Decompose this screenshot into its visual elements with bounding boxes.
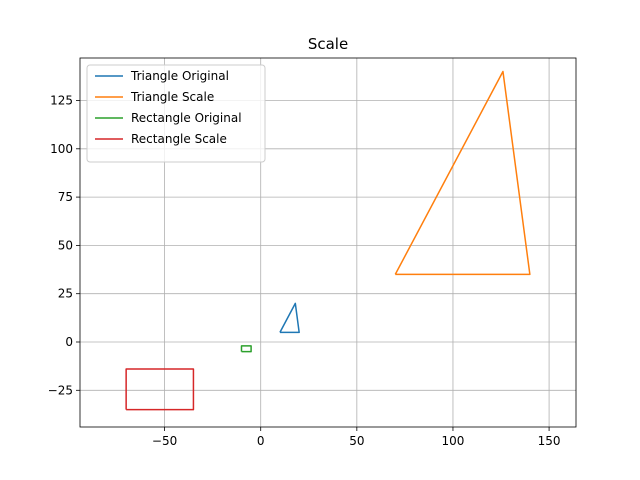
grid-layer xyxy=(80,58,576,427)
legend-label-rectangle-scale: Rectangle Scale xyxy=(131,132,227,146)
y-tick-label: −25 xyxy=(48,383,73,397)
series-triangle-original xyxy=(279,302,300,334)
series-layer xyxy=(125,70,531,411)
plot-frame xyxy=(79,57,577,428)
legend-label-rectangle-original: Rectangle Original xyxy=(131,111,242,125)
series-rectangle-scale xyxy=(125,368,195,411)
series-triangle-scale xyxy=(394,70,531,276)
x-tick-label: 0 xyxy=(257,434,265,448)
series-rectangle-original xyxy=(240,345,252,353)
x-tick-label: 50 xyxy=(349,434,364,448)
legend-label-triangle-original: Triangle Original xyxy=(130,69,229,83)
y-tick-label: 125 xyxy=(50,94,73,108)
legend-label-triangle-scale: Triangle Scale xyxy=(130,90,214,104)
y-tick-label: 0 xyxy=(65,335,73,349)
legend: Triangle Original Triangle Scale Rectangle… xyxy=(86,64,266,163)
y-tick-label: 25 xyxy=(58,287,73,301)
y-tick-label: 75 xyxy=(58,190,73,204)
y-tick-label: 50 xyxy=(58,238,73,252)
legend-box xyxy=(86,64,266,163)
y-tick-label: 100 xyxy=(50,142,73,156)
tick-layer: −50 0 50 100 150 −25 0 25 50 75 100 125 xyxy=(48,94,561,448)
x-tick-label: 150 xyxy=(538,434,561,448)
x-tick-label: 100 xyxy=(442,434,465,448)
x-tick-label: −50 xyxy=(152,434,177,448)
chart-title: Scale xyxy=(308,35,348,53)
